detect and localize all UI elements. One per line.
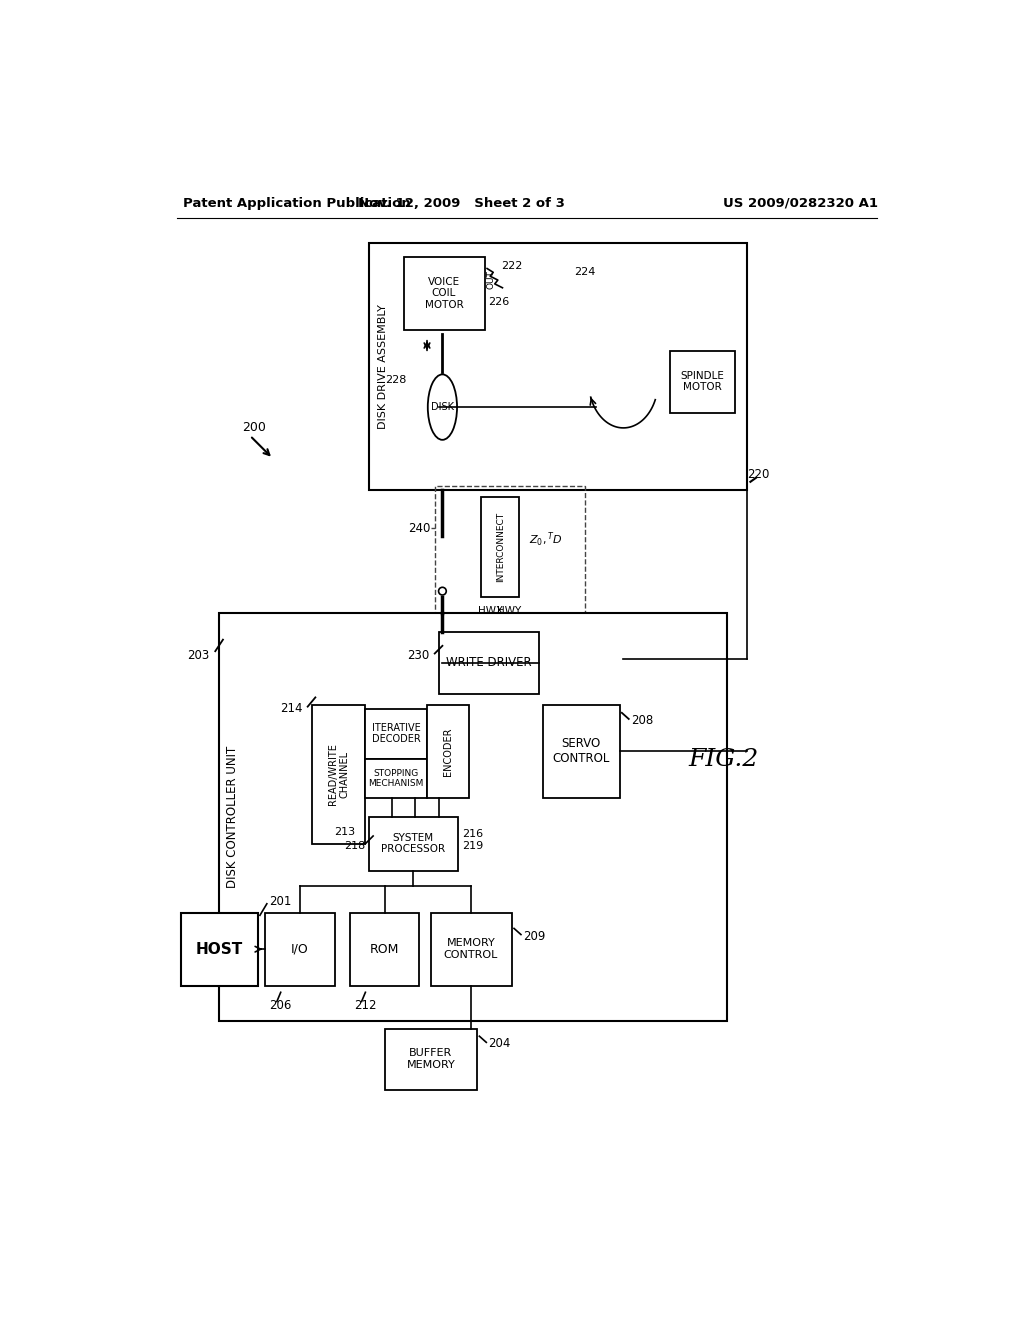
Bar bbox=[370, 243, 746, 490]
Text: OUT: OUT bbox=[486, 271, 496, 289]
Bar bbox=[370, 817, 458, 871]
Bar bbox=[265, 913, 335, 986]
Text: ROM: ROM bbox=[370, 942, 399, 956]
Text: FIG.2: FIG.2 bbox=[688, 747, 759, 771]
Ellipse shape bbox=[428, 375, 457, 440]
Bar bbox=[180, 913, 258, 986]
Text: HWX: HWX bbox=[478, 606, 504, 616]
Text: VOICE
COIL
MOTOR: VOICE COIL MOTOR bbox=[425, 277, 463, 310]
Bar bbox=[435, 486, 585, 620]
Text: US 2009/0282320 A1: US 2009/0282320 A1 bbox=[723, 197, 878, 210]
Text: HOST: HOST bbox=[196, 941, 243, 957]
Text: $Z_0,^TD$: $Z_0,^TD$ bbox=[528, 531, 562, 549]
Text: 204: 204 bbox=[488, 1038, 511, 1051]
Text: SERVO
CONTROL: SERVO CONTROL bbox=[552, 738, 609, 766]
Text: READ/WRITE
CHANNEL: READ/WRITE CHANNEL bbox=[328, 743, 349, 805]
Bar bbox=[543, 705, 620, 797]
Bar bbox=[403, 257, 484, 330]
Bar bbox=[481, 498, 519, 598]
Bar bbox=[385, 1028, 477, 1090]
Text: 218: 218 bbox=[344, 841, 366, 851]
Text: 222: 222 bbox=[501, 261, 522, 271]
Text: INTERCONNECT: INTERCONNECT bbox=[496, 512, 505, 582]
Text: BUFFER
MEMORY: BUFFER MEMORY bbox=[407, 1048, 456, 1071]
Bar bbox=[431, 913, 512, 986]
Text: Nov. 12, 2009   Sheet 2 of 3: Nov. 12, 2009 Sheet 2 of 3 bbox=[358, 197, 565, 210]
Text: 212: 212 bbox=[354, 999, 377, 1012]
Bar bbox=[311, 705, 366, 843]
Text: 200: 200 bbox=[243, 421, 266, 434]
Text: MEMORY
CONTROL: MEMORY CONTROL bbox=[443, 939, 498, 960]
Text: 208: 208 bbox=[631, 714, 653, 727]
Text: 206: 206 bbox=[269, 999, 292, 1012]
Text: 219: 219 bbox=[462, 841, 483, 851]
Text: 240: 240 bbox=[409, 521, 431, 535]
Text: SPINDLE
MOTOR: SPINDLE MOTOR bbox=[680, 371, 724, 392]
Text: 230: 230 bbox=[408, 648, 429, 661]
Text: WRITE DRIVER: WRITE DRIVER bbox=[445, 656, 531, 669]
Bar bbox=[219, 612, 727, 1020]
Text: STOPPING
MECHANISM: STOPPING MECHANISM bbox=[369, 768, 424, 788]
Text: 220: 220 bbox=[746, 467, 769, 480]
Bar bbox=[366, 759, 427, 797]
Text: 216: 216 bbox=[462, 829, 482, 838]
Text: 228: 228 bbox=[385, 375, 407, 385]
Text: 203: 203 bbox=[187, 648, 210, 661]
Text: SYSTEM
PROCESSOR: SYSTEM PROCESSOR bbox=[381, 833, 445, 854]
Text: Patent Application Publication: Patent Application Publication bbox=[183, 197, 411, 210]
Text: 214: 214 bbox=[280, 702, 302, 715]
Text: 226: 226 bbox=[488, 297, 509, 306]
Bar bbox=[350, 913, 419, 986]
Text: 224: 224 bbox=[574, 268, 596, 277]
Text: DISK CONTROLLER UNIT: DISK CONTROLLER UNIT bbox=[226, 746, 240, 888]
Text: 209: 209 bbox=[523, 929, 546, 942]
Bar bbox=[427, 705, 469, 797]
Bar bbox=[670, 351, 735, 412]
Text: DISK DRIVE ASSEMBLY: DISK DRIVE ASSEMBLY bbox=[378, 304, 388, 429]
Bar bbox=[366, 709, 427, 759]
Text: I/O: I/O bbox=[291, 942, 309, 956]
Text: DISK: DISK bbox=[431, 403, 454, 412]
Circle shape bbox=[438, 587, 446, 595]
Text: ITERATIVE
DECODER: ITERATIVE DECODER bbox=[372, 723, 421, 744]
Text: ENCODER: ENCODER bbox=[442, 727, 453, 776]
Text: 201: 201 bbox=[269, 895, 292, 908]
Bar bbox=[438, 632, 539, 693]
Text: 213: 213 bbox=[334, 828, 355, 837]
Text: HWY: HWY bbox=[498, 606, 521, 616]
